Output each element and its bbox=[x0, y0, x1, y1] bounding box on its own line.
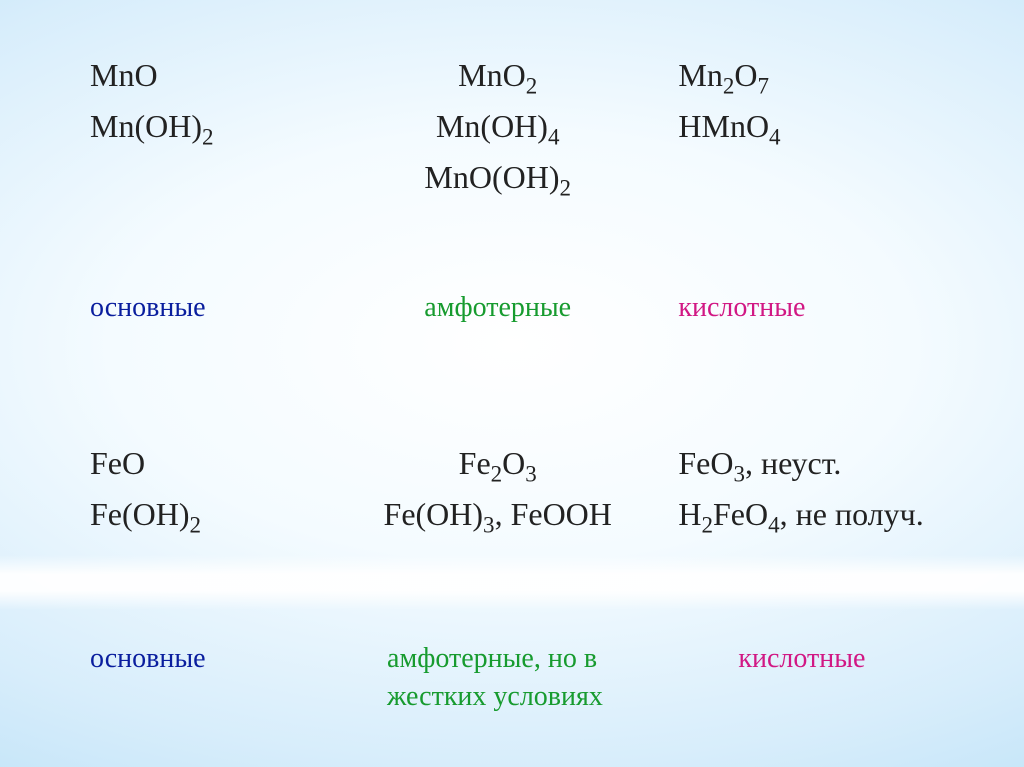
fe-acidic-formulas: FeO3, неуст. H2FeO4, не получ. bbox=[668, 438, 964, 592]
category-label-amphoteric: амфотерные, но в жестких условиях bbox=[387, 640, 658, 716]
formula-text: Mn(OH)2 bbox=[90, 101, 327, 152]
formula-text: Mn(OH)4 bbox=[436, 101, 560, 152]
formula-text: MnO bbox=[90, 50, 327, 101]
formula-text: HMnO4 bbox=[678, 101, 964, 152]
category-label-acidic: кислотные bbox=[678, 289, 964, 327]
formula-text: FeO bbox=[90, 438, 327, 489]
category-label-amphoteric: амфотерные bbox=[424, 289, 571, 327]
mn-basic-label-cell: основные bbox=[70, 285, 327, 378]
fe-amphoteric-formulas: Fe2O3 Fe(OH)3, FeOOH bbox=[337, 438, 658, 592]
formula-text: Fe(OH)3, FeOOH bbox=[384, 489, 612, 540]
formula-text: Mn2O7 bbox=[678, 50, 964, 101]
fe-basic-label-cell: основные bbox=[70, 622, 327, 767]
mn-acidic-formulas: Mn2O7 HMnO4 bbox=[668, 50, 964, 255]
formula-text: Fe(OH)2 bbox=[90, 489, 327, 540]
mn-amphoteric-formulas: MnO2 Mn(OH)4 MnO(OH)2 bbox=[337, 50, 658, 255]
category-label-basic: основные bbox=[90, 289, 327, 327]
fe-basic-formulas: FeO Fe(OH)2 bbox=[70, 438, 327, 592]
mn-acidic-label-cell: кислотные bbox=[668, 285, 964, 378]
category-label-acidic: кислотные bbox=[738, 640, 964, 678]
mn-basic-formulas: MnO Mn(OH)2 bbox=[70, 50, 327, 255]
formula-text: MnO2 bbox=[458, 50, 537, 101]
slide-grid: MnO Mn(OH)2 MnO2 Mn(OH)4 MnO(OH)2 Mn2O7 … bbox=[0, 0, 1024, 767]
category-label-basic: основные bbox=[90, 640, 327, 678]
formula-text: H2FeO4, не получ. bbox=[678, 489, 964, 540]
mn-amphoteric-label-cell: амфотерные bbox=[337, 285, 658, 378]
formula-text: Fe2O3 bbox=[459, 438, 537, 489]
formula-text: MnO(OH)2 bbox=[424, 152, 571, 203]
fe-acidic-label-cell: кислотные bbox=[668, 622, 964, 767]
fe-amphoteric-label-cell: амфотерные, но в жестких условиях bbox=[337, 622, 658, 767]
formula-text: FeO3, неуст. bbox=[678, 438, 964, 489]
